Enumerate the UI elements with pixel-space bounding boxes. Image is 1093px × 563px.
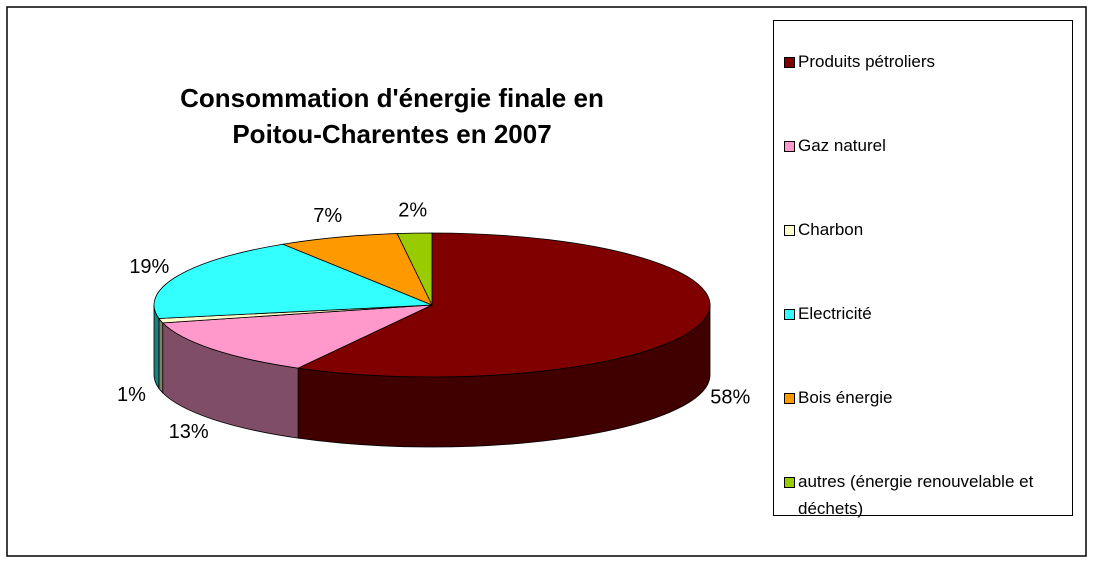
legend-item: Charbon [784,216,1078,243]
data-label: 19% [129,256,169,278]
legend-item: Electricité [784,300,1078,327]
legend-item: Gaz naturel [784,132,1078,159]
chart-title: Consommation d'énergie finale en Poitou-C… [180,83,604,149]
legend-swatch [784,225,795,236]
legend-label: Charbon [798,220,864,239]
slice [296,232,711,378]
data-label: 7% [313,205,342,227]
data-label: 58% [710,387,750,409]
data-label: 2% [398,199,427,221]
slice-side [158,317,164,394]
slice [281,233,433,306]
legend-item: Produits pétroliers [784,48,1078,75]
slice [153,243,433,319]
slice [161,304,433,369]
legend-item: autres (énergie renouvelable et déchets) [784,468,1078,522]
legend-label: autres (énergie renouvelable et déchets) [798,472,1034,518]
legend-item: Bois énergie [784,384,1078,411]
legend: Produits pétroliers Gaz naturel Charbon Ele… [773,20,1073,518]
legend-label: Bois énergie [798,388,893,407]
data-label: 1% [117,384,146,406]
legend-swatch [784,477,795,488]
legend-label: Gaz naturel [798,136,886,155]
legend-swatch [784,141,795,152]
slice [396,232,433,306]
legend-swatch [784,393,795,404]
legend-swatch [784,309,795,320]
legend-swatch [784,57,795,68]
data-label: 13% [169,421,209,443]
legend-label: Electricité [798,304,872,323]
legend-label: Produits pétroliers [798,52,936,71]
chart-border [6,6,1087,557]
